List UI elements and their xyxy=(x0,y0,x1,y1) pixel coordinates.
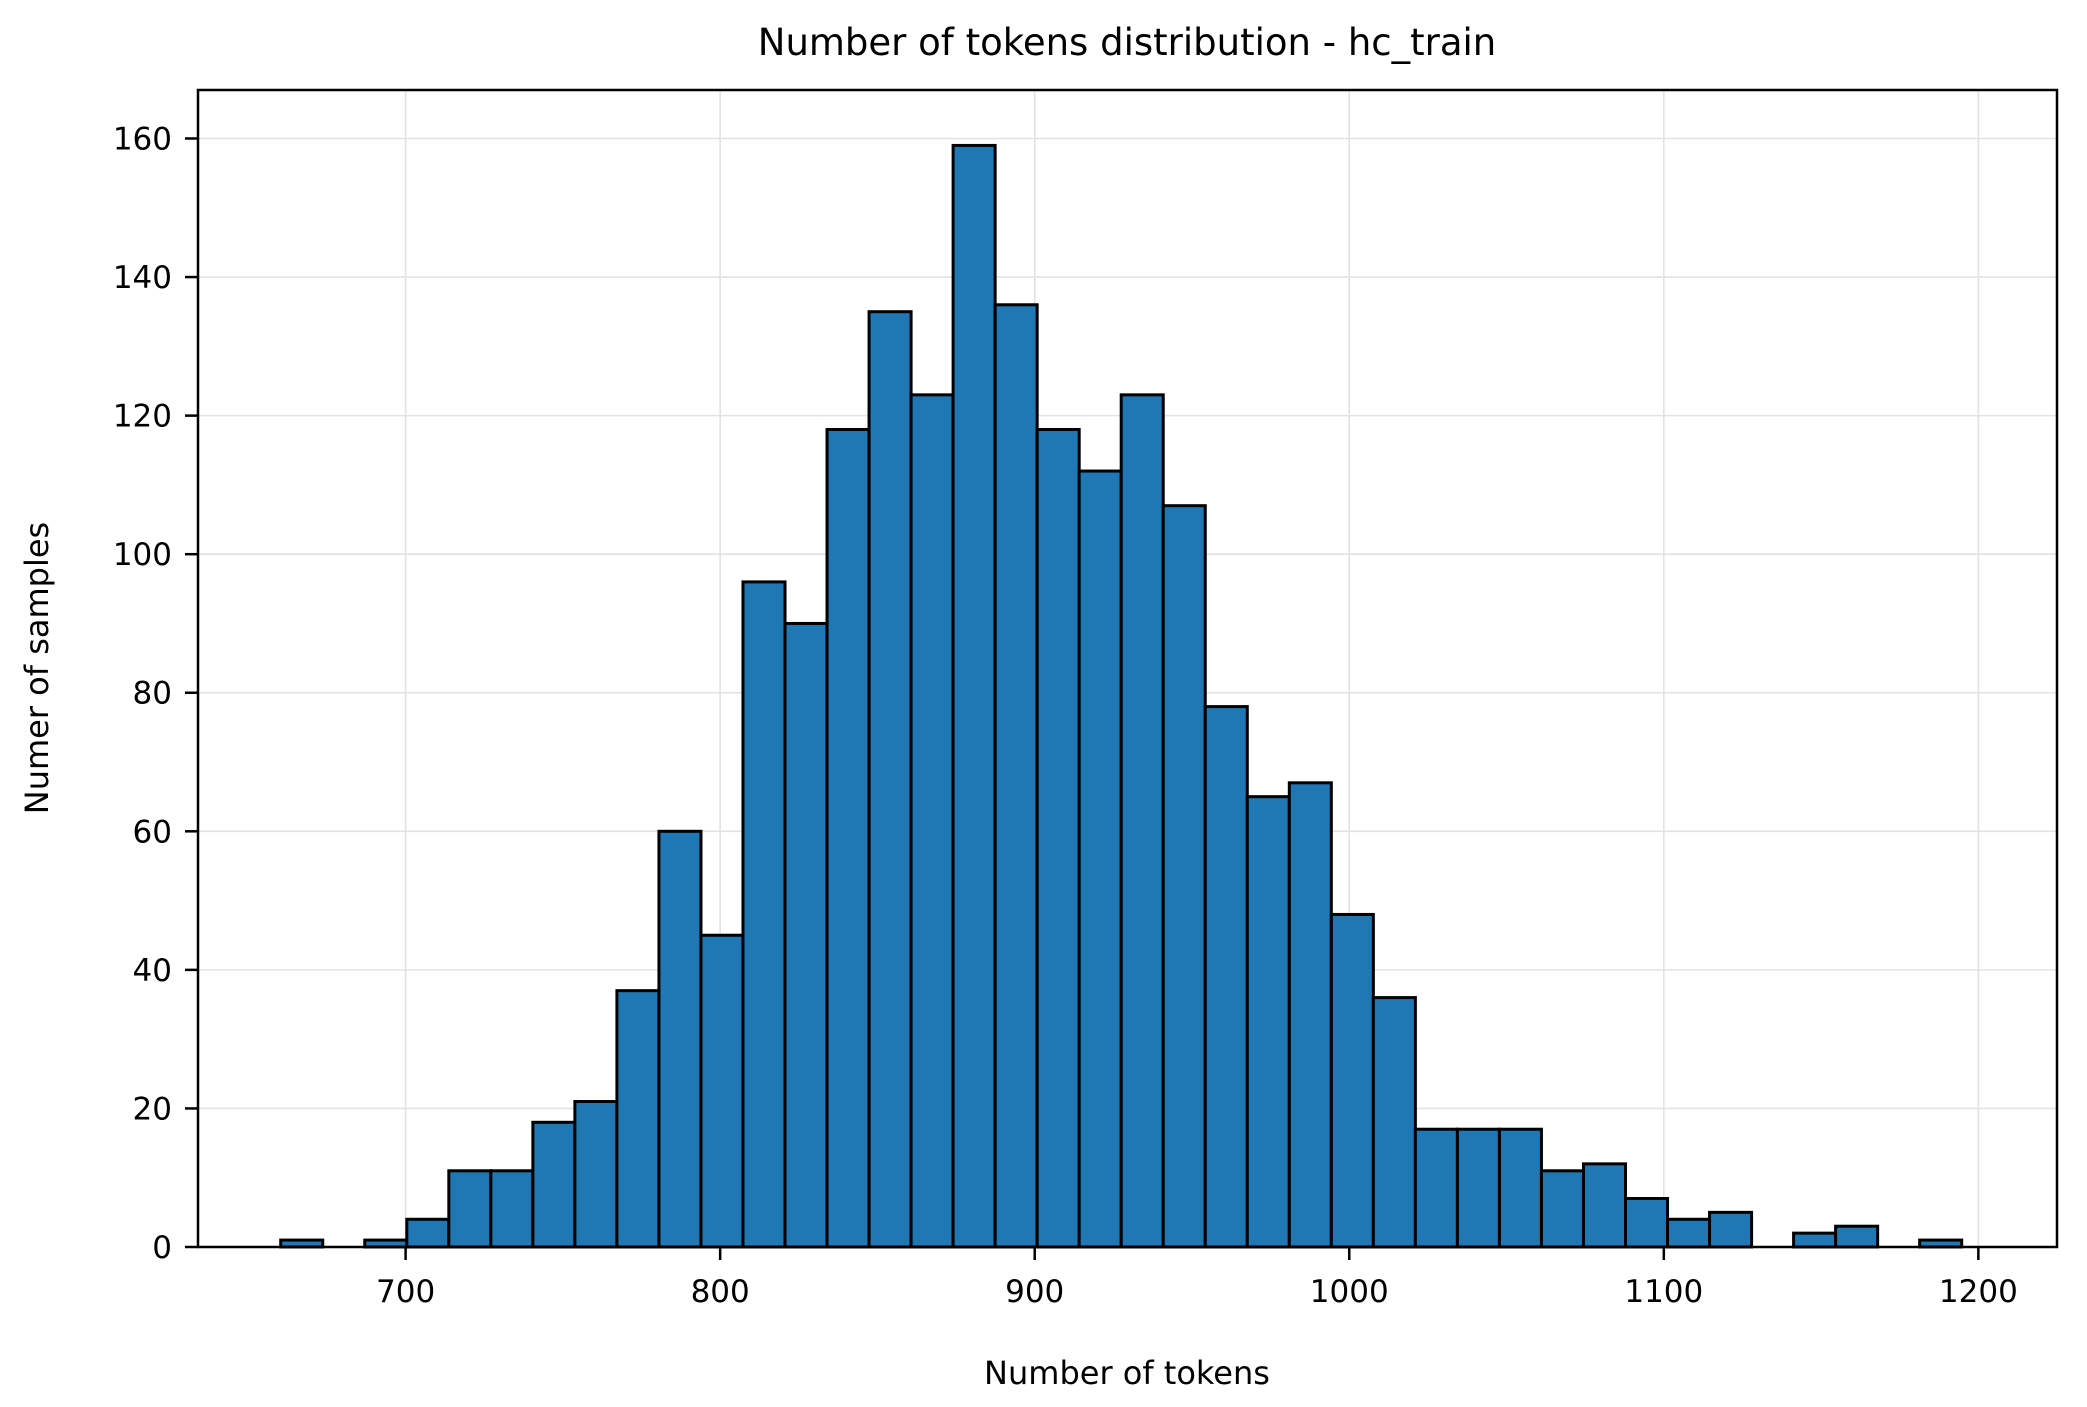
y-tick-label: 60 xyxy=(133,814,172,850)
histogram-bar xyxy=(1161,504,1207,1249)
histogram-bar xyxy=(993,303,1039,1249)
y-tick-label: 140 xyxy=(113,260,172,296)
histogram-bar xyxy=(1497,1127,1543,1249)
histogram-bar xyxy=(1455,1127,1501,1249)
histogram-bar xyxy=(1035,427,1081,1249)
axes-spines xyxy=(196,88,2059,1249)
y-tick-label: 160 xyxy=(113,121,172,157)
histogram-bar xyxy=(867,310,913,1249)
histogram-bar xyxy=(1666,1217,1712,1249)
histogram-bar xyxy=(447,1169,493,1249)
y-tick-label: 0 xyxy=(152,1230,172,1266)
histogram-bar xyxy=(1834,1224,1880,1249)
histogram-bar xyxy=(1245,795,1291,1249)
histogram-bar xyxy=(1708,1210,1754,1249)
histogram-bar xyxy=(1287,781,1333,1249)
x-tick-label: 800 xyxy=(691,1274,750,1310)
histogram-bar xyxy=(1203,705,1249,1249)
histogram-bar xyxy=(1623,1197,1670,1249)
histogram-bar xyxy=(405,1217,451,1249)
histogram-bar xyxy=(1119,393,1165,1249)
histogram-bar xyxy=(699,933,745,1249)
axis-ticks: 700 800 900 1000 1100 1200 0 20 40 60 80 100 120 140 1… xyxy=(113,121,2018,1310)
y-tick-label: 100 xyxy=(113,537,172,573)
histogram-bar xyxy=(951,143,997,1249)
histogram-bar xyxy=(1581,1162,1627,1249)
histogram-bar xyxy=(825,427,871,1249)
histogram-bar xyxy=(1077,469,1123,1249)
y-axis-label: Numer of samples xyxy=(18,522,56,814)
x-axis-label: Number of tokens xyxy=(984,1354,1270,1392)
histogram-bar xyxy=(489,1169,535,1249)
y-tick-label: 40 xyxy=(133,953,172,989)
histogram-bar xyxy=(1371,996,1417,1249)
y-tick-label: 80 xyxy=(133,676,172,712)
histogram-bar xyxy=(909,393,955,1249)
x-tick-label: 1200 xyxy=(1939,1274,2018,1310)
x-tick-label: 900 xyxy=(1005,1274,1064,1310)
histogram-bar xyxy=(1539,1169,1585,1249)
y-tick-label: 20 xyxy=(133,1091,172,1127)
histogram-bar xyxy=(783,621,829,1249)
histogram-bar xyxy=(1792,1231,1838,1249)
chart-title: Number of tokens distribution - hc_train xyxy=(758,21,1496,64)
histogram-bar xyxy=(657,829,703,1249)
histogram-bar xyxy=(1413,1127,1459,1249)
histogram-bar xyxy=(615,989,661,1249)
histogram-bar xyxy=(573,1100,619,1249)
histogram-bar xyxy=(1329,912,1375,1249)
x-tick-label: 700 xyxy=(376,1274,435,1310)
x-tick-label: 1100 xyxy=(1624,1274,1703,1310)
histogram-bars xyxy=(279,143,1964,1249)
x-tick-label: 1000 xyxy=(1310,1274,1389,1310)
axes-box xyxy=(196,88,2059,1249)
histogram-bar xyxy=(741,580,787,1249)
y-tick-label: 120 xyxy=(113,399,172,435)
histogram-bar xyxy=(531,1120,577,1249)
